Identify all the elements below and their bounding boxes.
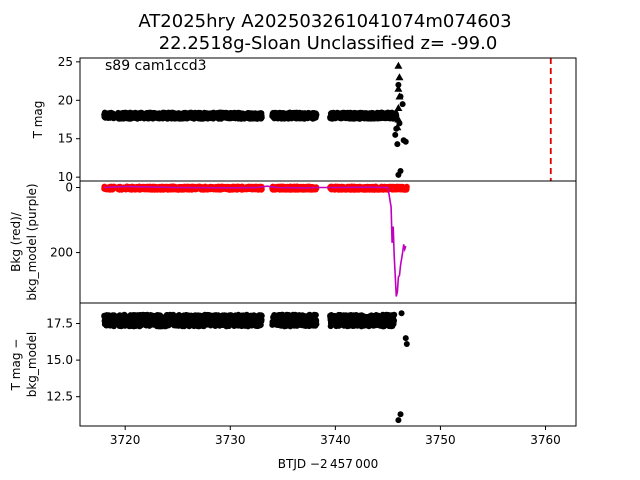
y-tick-label: 25 (58, 55, 73, 69)
baseline-cluster-3 (327, 109, 400, 122)
baseline-cluster-2 (269, 311, 320, 330)
outlier-point (392, 131, 399, 138)
y-axis-label: T mag − (9, 339, 23, 392)
sector-camera-annotation: s89 cam1ccd3 (105, 58, 207, 74)
upper-limit-triangle (394, 115, 403, 123)
data-point (313, 111, 320, 118)
panel-magnitude: 10 15 20 25 T mag (31, 55, 577, 184)
outlier-point (402, 335, 409, 342)
y-tick-label: 15 (58, 132, 73, 146)
background-point (403, 183, 410, 190)
outlier-point (397, 411, 404, 418)
baseline-cluster-2 (269, 109, 320, 122)
y-tick-label: 15.0 (46, 353, 73, 367)
baseline-cluster-0 (101, 312, 118, 330)
x-axis-label: BTJD −2 457 000 (278, 457, 378, 471)
upper-limit-triangle (395, 92, 404, 100)
data-point (313, 321, 320, 328)
outlier-point (394, 141, 401, 148)
plot-area (101, 58, 552, 181)
y-axis-label: bkg_model (25, 332, 39, 398)
axes-frame (79, 302, 577, 427)
outlier-point (403, 341, 410, 347)
y-tick-label: 12.5 (46, 390, 73, 404)
x-tick-label: 3720 (110, 433, 141, 447)
outlier-point (399, 101, 406, 108)
y-axis-label: Bkg (red)/ (9, 211, 23, 272)
outlier-point (398, 310, 405, 317)
background-model-line (104, 185, 407, 297)
plot-area (101, 183, 410, 297)
y-tick-label: 200 (50, 246, 73, 260)
title-line-2: 22.2518g-Sloan Unclassified z= -99.0 (159, 33, 498, 54)
upper-limit-triangle (394, 61, 403, 69)
y-tick-label: 0 (65, 181, 73, 195)
panel-background: 0 200 Bkg (red)/bkg_model (purple) (9, 180, 577, 304)
outlier-point (395, 417, 402, 424)
baseline-cluster-1 (114, 109, 265, 122)
x-tick-label: 3730 (215, 433, 246, 447)
upper-limit-triangle (395, 73, 404, 81)
data-point (391, 317, 397, 324)
baseline-cluster-1 (114, 311, 265, 330)
y-tick-label: 20 (58, 93, 73, 107)
data-point (258, 312, 265, 319)
outlier-point (397, 168, 404, 175)
baseline-cluster-3 (327, 311, 398, 330)
data-point (312, 312, 319, 318)
x-tick-label: 3750 (425, 433, 456, 447)
x-tick-label: 3760 (530, 433, 561, 447)
upper-limit-triangle (393, 123, 402, 131)
y-axis-label: bkg_model (purple) (25, 183, 39, 300)
upper-limit-triangle (394, 84, 403, 92)
title-line-1: AT2025hry A202503261041074m074603 (138, 11, 511, 32)
x-tick-label: 3740 (320, 433, 351, 447)
baseline-cluster-0 (101, 109, 118, 122)
upper-limit-triangle (394, 103, 403, 111)
panel-mag-minus-bkg: 12.5 15.0 17.5 T mag − bkg_model 3720 3730 3740… (9, 302, 577, 447)
data-point (258, 114, 265, 121)
y-tick-label: 10 (58, 170, 73, 184)
y-axis-label: T mag (31, 101, 45, 140)
plot-area (101, 310, 410, 424)
y-tick-label: 17.5 (46, 317, 73, 331)
outlier-point (402, 138, 409, 145)
data-point (391, 311, 398, 318)
